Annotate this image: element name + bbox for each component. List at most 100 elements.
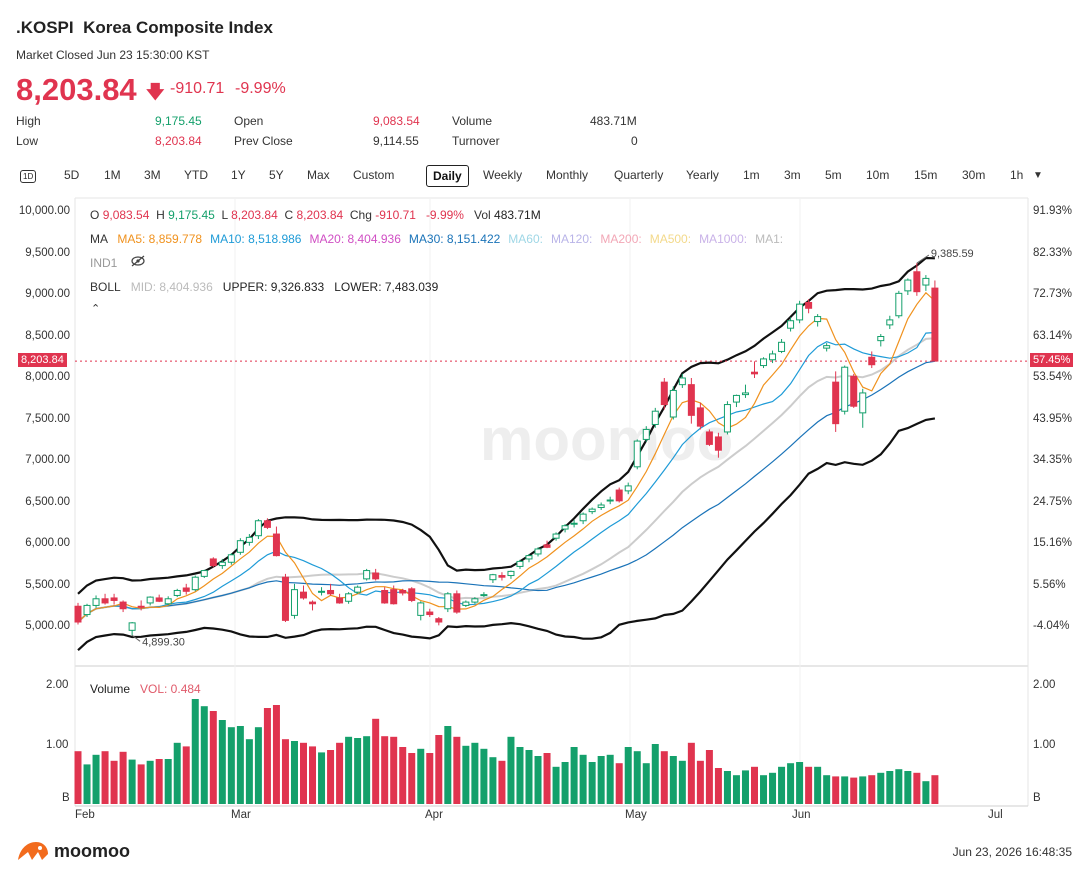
range-1m[interactable]: 1M (104, 168, 121, 182)
candle-body (390, 589, 398, 605)
candle-body (146, 596, 154, 604)
candle-body (272, 533, 280, 557)
price-tick: 5,500.00 (25, 578, 70, 591)
prev-close-value: 9,114.55 (373, 134, 419, 148)
ma-legend-item: MA200: (600, 232, 642, 246)
price-change-pct: -9.99% (235, 80, 286, 97)
volume-bar (741, 770, 749, 804)
period-monthly[interactable]: Monthly (546, 168, 589, 182)
period-3m[interactable]: 3m (784, 168, 801, 182)
period-10m[interactable]: 10m (866, 168, 890, 182)
range-ytd[interactable]: YTD (184, 168, 208, 182)
candle-body (200, 570, 208, 577)
price-tick: 8,500.00 (25, 329, 70, 342)
candle-body (904, 279, 912, 292)
candle-body (119, 601, 127, 610)
period-daily[interactable]: Daily (426, 165, 469, 187)
ma10-line (77, 331, 935, 623)
period-15m[interactable]: 15m (914, 168, 938, 182)
calendar-1d-icon[interactable]: 1D (20, 170, 37, 183)
volume-bar (336, 742, 344, 804)
candle-body (245, 536, 253, 543)
volume-bar (218, 720, 226, 804)
x-tick: May (625, 809, 647, 821)
candle-body (399, 589, 407, 594)
x-tick: Jul (988, 809, 1003, 821)
period-30m[interactable]: 30m (962, 168, 986, 182)
candle-body (814, 316, 822, 323)
candle-body (444, 593, 452, 610)
candle-body (732, 394, 740, 403)
period-1h[interactable]: 1h (1010, 168, 1024, 182)
volume-bar (417, 748, 425, 804)
candle-body (182, 587, 190, 592)
price-tick: 8,000.00 (25, 371, 70, 383)
candle-body (345, 593, 353, 602)
ticker: .KOSPI (16, 18, 74, 37)
candle-body (723, 404, 731, 433)
candle-body (381, 589, 389, 604)
period-weekly[interactable]: Weekly (483, 168, 523, 182)
eye-hidden-icon[interactable] (130, 254, 146, 273)
volume-bar (390, 736, 398, 804)
candle-body (624, 485, 632, 492)
turnover-label: Turnover (452, 134, 500, 148)
candle-body (164, 598, 172, 605)
candle-body (218, 561, 226, 567)
candle-body (254, 520, 262, 537)
chevron-down-icon[interactable]: ▼ (1033, 170, 1043, 181)
period-yearly[interactable]: Yearly (686, 168, 719, 182)
volume-bar (579, 754, 587, 804)
range-1y[interactable]: 1Y (231, 168, 246, 182)
chevron-up-icon[interactable]: ⌃ (91, 303, 101, 315)
candle-body (823, 345, 831, 349)
volume-bar (462, 745, 470, 804)
range-5y[interactable]: 5Y (269, 168, 284, 182)
range-5d[interactable]: 5D (64, 168, 80, 182)
prev-close-label: Prev Close (234, 134, 293, 148)
candle-body (417, 602, 425, 616)
high-value: 9,175.45 (155, 114, 202, 128)
low-label: Low (16, 134, 39, 148)
volume-bar (408, 753, 416, 804)
candle-body (309, 601, 317, 605)
candle-body (191, 576, 199, 591)
moomoo-logo-icon (16, 838, 50, 867)
candle-body (83, 604, 91, 616)
period-quarterly[interactable]: Quarterly (614, 168, 664, 182)
volume-bar (444, 726, 452, 804)
candle-body (155, 597, 163, 602)
period-5m[interactable]: 5m (825, 168, 842, 182)
candle-body (408, 588, 416, 601)
range-3m[interactable]: 3M (144, 168, 161, 182)
volume-bar (83, 764, 91, 804)
pct-tick: -4.04% (1033, 620, 1070, 632)
volume-bar (146, 760, 154, 804)
range-custom[interactable]: Custom (353, 168, 395, 182)
footer-timestamp: Jun 23, 2026 16:48:35 (952, 845, 1072, 859)
volume-bar (769, 772, 777, 804)
period-1m[interactable]: 1m (743, 168, 760, 182)
volume-bar (263, 708, 271, 804)
candle-body (552, 533, 560, 539)
candle-body (615, 489, 623, 502)
candle-body (841, 366, 849, 412)
volume-bar (705, 750, 713, 804)
ma-legend[interactable]: MA MA5: 8,859.778 MA10: 8,518.986 MA20: 8,… (90, 232, 784, 246)
volume-bar (471, 742, 479, 804)
volume-bar (128, 759, 136, 804)
volume-bar (597, 756, 605, 804)
max-annotation: 9,385.59 (931, 248, 974, 260)
volume-bar (687, 742, 695, 804)
ma-legend-item: MA120: (550, 232, 593, 246)
ma-legend-item: MA5: 8,859.778 (117, 232, 203, 246)
volume-bar (372, 718, 380, 804)
volume-bar (606, 754, 614, 804)
volume-bar (363, 736, 371, 804)
candle-body (435, 618, 443, 623)
volume-bar (904, 771, 912, 804)
candle-body (290, 589, 298, 616)
volume-bar (119, 751, 127, 804)
range-max[interactable]: Max (307, 168, 330, 182)
